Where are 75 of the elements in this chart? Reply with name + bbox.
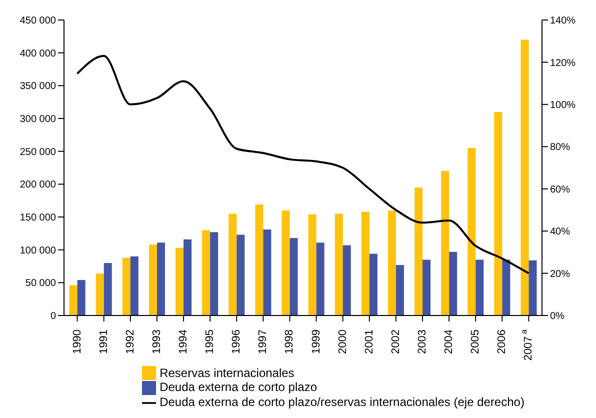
x-tick-label: 2003 <box>416 330 428 354</box>
legend-label: Deuda externa de corto plazo/reservas internacionales (eje derecho) <box>160 395 524 410</box>
y-tick-label: 300 000 <box>20 114 56 126</box>
x-tick-label: 1996 <box>230 330 243 354</box>
y-tick-label: 150 000 <box>20 212 56 224</box>
bar <box>210 232 218 316</box>
bar <box>422 260 431 316</box>
x-tick-label: 1991 <box>98 330 110 354</box>
y-tick-label: 100 000 <box>20 245 56 256</box>
bar <box>184 239 192 316</box>
bar <box>388 210 396 316</box>
bar <box>148 244 157 316</box>
bar <box>228 214 237 316</box>
x-tick-label: 1992 <box>124 330 136 354</box>
legend-label: Deuda externa de corto plazo <box>160 380 317 394</box>
y-tick-label: 200 000 <box>20 180 56 191</box>
bar <box>263 229 272 316</box>
bar <box>69 285 78 316</box>
y2-tick-label: 140% <box>550 16 576 27</box>
bar <box>342 245 351 316</box>
bar <box>130 256 138 316</box>
bar <box>369 254 378 316</box>
bar <box>528 260 537 316</box>
y2-tick-label: 0% <box>550 311 565 322</box>
bar <box>476 260 484 316</box>
bar <box>520 40 529 316</box>
x-tick-label: 1999 <box>310 330 322 354</box>
x-tick-label: 1993 <box>150 330 163 354</box>
y-tick-label: 0 <box>50 311 56 322</box>
x-tick-label: 2002 <box>390 330 402 354</box>
y2-tick-label: 80% <box>550 142 570 154</box>
x-tick-label: 2004 <box>443 330 456 354</box>
x-tick-label: 2001 <box>363 330 376 354</box>
y-tick-label: 450 000 <box>20 16 56 27</box>
x-tick-label: 2000 <box>336 330 349 354</box>
bar <box>282 210 290 316</box>
bar <box>414 187 423 316</box>
y-tick-label: 50 000 <box>25 278 56 290</box>
y-tick-label: 400 000 <box>20 48 56 60</box>
y2-tick-label: 40% <box>550 226 570 238</box>
bar <box>255 204 264 316</box>
bar <box>202 230 210 316</box>
bar <box>77 280 86 316</box>
x-tick-label: 1997 <box>257 330 270 354</box>
x-tick-label: 1994 <box>178 330 190 354</box>
bar <box>290 238 298 316</box>
y2-tick-label: 100% <box>550 100 576 111</box>
bar <box>236 234 245 316</box>
x-tick-label: 1995 <box>204 330 216 354</box>
bar <box>449 252 458 316</box>
y-tick-label: 350 000 <box>20 81 56 92</box>
bar <box>96 273 104 316</box>
bar <box>334 214 343 316</box>
bar <box>122 258 130 316</box>
bar <box>104 262 112 316</box>
bar <box>396 264 404 316</box>
legend-label: Reservas internacionales <box>160 366 294 380</box>
x-tick-label: 2006 <box>496 330 508 354</box>
bar <box>441 171 450 316</box>
x-tick-label: 1998 <box>284 330 296 354</box>
y2-tick-label: 120% <box>550 58 576 69</box>
y2-tick-label: 20% <box>550 268 570 280</box>
bar <box>308 214 316 316</box>
x-tick-label: 1990 <box>71 330 84 354</box>
bar <box>502 260 510 316</box>
bar <box>494 112 502 316</box>
y-tick-label: 250 000 <box>20 146 56 158</box>
bar <box>361 212 370 316</box>
y2-tick-label: 60% <box>550 184 570 196</box>
bar <box>156 242 165 316</box>
bar <box>468 148 476 316</box>
x-tick-label: 2005 <box>470 330 482 354</box>
line-series <box>76 54 530 274</box>
bar <box>176 248 184 316</box>
bar <box>316 242 324 316</box>
